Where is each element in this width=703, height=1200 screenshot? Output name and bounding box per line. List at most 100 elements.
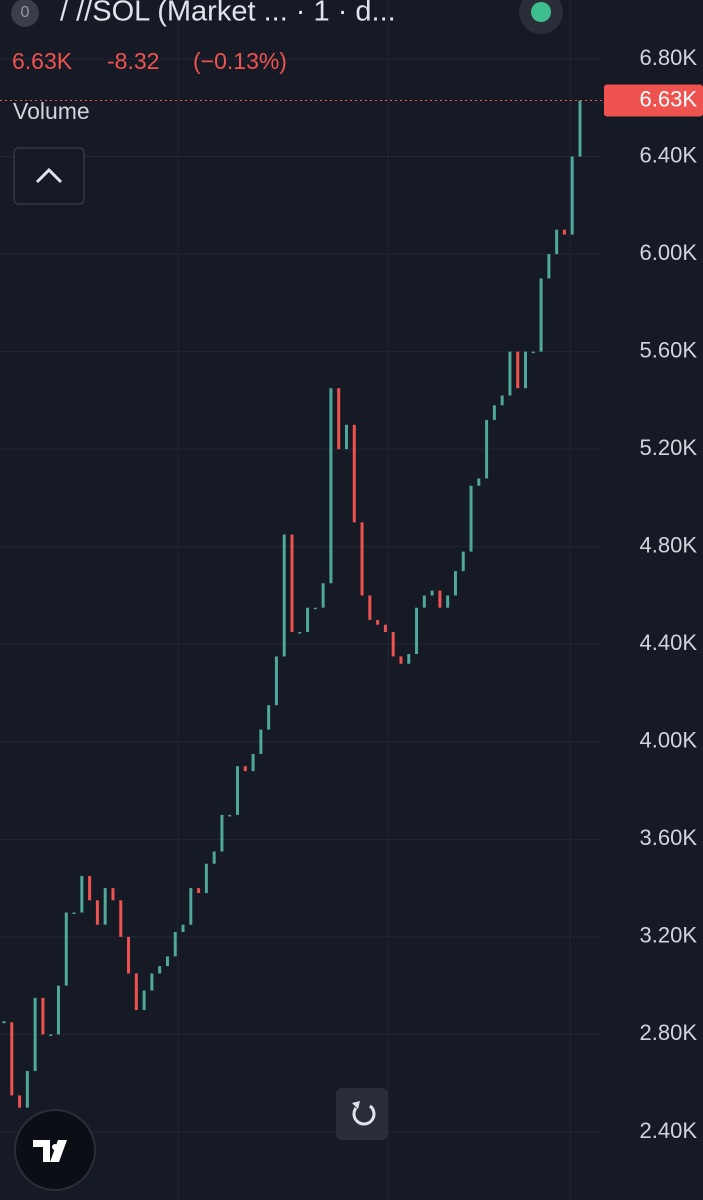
candle-body (352, 424, 356, 523)
candle-body (547, 254, 551, 279)
candle-body (368, 595, 372, 620)
badge (11, 0, 39, 27)
candle-body (220, 814, 224, 852)
y-tick-label: 3.20K (640, 923, 698, 948)
logo (33, 1140, 67, 1162)
candle-body (111, 888, 115, 901)
last-price-label: 6.63K (640, 86, 698, 111)
candle-body (204, 863, 208, 893)
candle-body (399, 656, 403, 664)
candle-body (49, 1034, 53, 1036)
chevron-icon (35, 167, 63, 184)
candle-body (127, 936, 131, 974)
candle-body (555, 229, 559, 255)
y-tick-label: 6.40K (640, 142, 698, 167)
candle-body (438, 590, 442, 608)
candle-body (344, 424, 348, 450)
candle-body (453, 571, 457, 596)
candle-body (383, 624, 387, 633)
reset-arrow (352, 1101, 360, 1109)
candle-body (313, 607, 317, 610)
y-tick-label: 6.80K (640, 45, 698, 70)
candle-body (88, 875, 92, 901)
candle-body (236, 766, 240, 815)
candle-body (158, 966, 162, 974)
candle-body (243, 766, 247, 772)
candle-body (267, 705, 271, 730)
candle-body (150, 973, 154, 991)
candle-body (56, 985, 60, 1035)
candle-body (337, 388, 341, 450)
candle-body (539, 278, 543, 352)
candle-body (562, 229, 566, 235)
candle-body (2, 1021, 6, 1024)
candle-body (228, 814, 232, 817)
candle-body (430, 590, 434, 596)
candle-body (446, 595, 450, 608)
y-tick-label: 5.20K (640, 435, 698, 460)
badge-text: 0 (21, 4, 30, 21)
candle-body (422, 595, 426, 608)
candle-body (508, 351, 512, 396)
candle-body (492, 405, 496, 420)
candle-body (306, 607, 310, 633)
status-dot (531, 2, 551, 22)
candle-body (407, 654, 411, 664)
y-tick-label: 5.60K (640, 337, 698, 362)
candle-body (95, 900, 99, 925)
candle-body (173, 932, 177, 957)
collapse-button[interactable] (13, 147, 85, 205)
candle-body (10, 1022, 14, 1096)
candle-body (251, 753, 255, 772)
y-tick-label: 3.60K (640, 825, 698, 850)
change: -8.32 (107, 48, 159, 74)
candle-body (578, 100, 582, 157)
candle-body (25, 1071, 29, 1108)
candle-body (259, 729, 263, 754)
candle-body (18, 1095, 22, 1108)
candle-body (298, 632, 302, 634)
y-tick-label: 4.80K (640, 533, 698, 558)
candle-body (329, 388, 333, 584)
reset-button[interactable] (336, 1088, 388, 1140)
candle-body (142, 990, 146, 1011)
candle-body (103, 888, 107, 925)
grid (177, 0, 571, 1200)
candle-body (524, 351, 528, 389)
candle-body (531, 351, 535, 354)
candle-body (72, 912, 76, 914)
reset-icon (352, 1104, 376, 1126)
candle-body (415, 607, 419, 655)
candle-body (500, 395, 504, 406)
candle-body (290, 534, 294, 633)
candle-body (516, 351, 520, 389)
last-price-tag (604, 84, 703, 117)
candle-body (376, 619, 380, 625)
candle-body (41, 997, 45, 1035)
y-tick-label: 4.40K (640, 630, 698, 655)
candle-body (282, 534, 286, 657)
candle-body (274, 656, 278, 706)
change-pct: (−0.13%) (193, 48, 287, 74)
symbol-title: / //SOL (Market ... · 1 · d... (60, 0, 396, 28)
candle-body (33, 997, 37, 1072)
candle-body (134, 973, 138, 1011)
candle-body (461, 551, 465, 572)
candle-body (391, 632, 395, 657)
logo-dot (52, 1144, 58, 1150)
candle-body (485, 419, 489, 479)
candle-body (64, 912, 68, 986)
candle-body (477, 478, 481, 486)
candle-body (119, 900, 123, 937)
y-tick-label: 2.40K (640, 1118, 698, 1143)
candle-body (197, 888, 201, 893)
candle-body (570, 156, 574, 235)
candle-body (469, 485, 473, 552)
candle-body (80, 875, 84, 913)
indicator-label: Volume (13, 98, 90, 124)
candle-body (360, 522, 364, 596)
y-tick-label: 6.00K (640, 240, 698, 265)
